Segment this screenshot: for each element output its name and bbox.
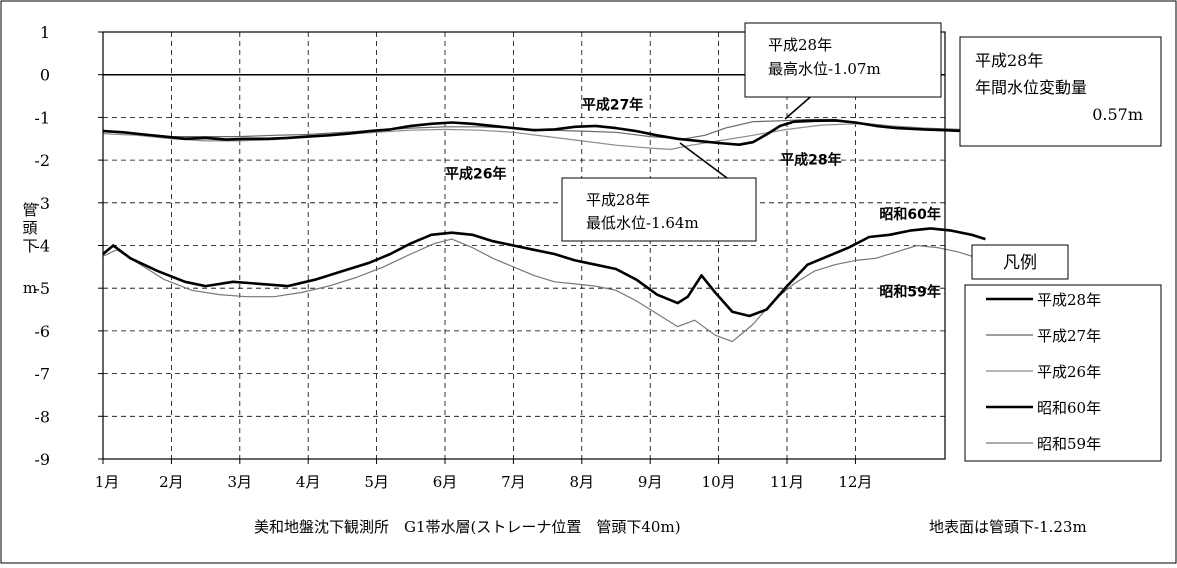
series-label-4: 昭和60年	[879, 206, 940, 223]
x-tick-label: 9月	[638, 473, 663, 491]
x-tick-label: 2月	[159, 473, 184, 491]
y-axis-label-1: 管	[22, 201, 37, 219]
y-tick-label: -4	[34, 237, 50, 256]
x-tick-label: 3月	[228, 473, 253, 491]
info-box-line2: 年間水位変動量	[975, 78, 1087, 97]
x-tick-label: 8月	[570, 473, 595, 491]
series-line-5	[102, 238, 986, 343]
y-tick-label: -6	[34, 322, 50, 341]
y-tick-label: -2	[34, 151, 50, 170]
series-label-3: 平成28年	[780, 151, 841, 168]
y-tick-label: -9	[34, 450, 50, 469]
y-tick-label: -1	[34, 108, 50, 127]
y-tick-label: -3	[34, 194, 50, 213]
info-box: 平成28年 年間水位変動量 0.57m	[959, 36, 1162, 147]
legend-label-2: 平成27年	[1037, 327, 1101, 345]
info-box-frame	[959, 36, 1162, 147]
min-callout-title: 平成28年	[586, 191, 650, 209]
max-callout-title: 平成28年	[768, 36, 832, 54]
series-layer	[102, 118, 986, 343]
min-callout-box	[561, 177, 757, 242]
legend-label-4: 昭和60年	[1037, 399, 1101, 417]
min-callout: 平成28年 最低水位-1.64m	[561, 142, 757, 242]
legend-box	[964, 284, 1162, 462]
plot-area	[103, 32, 945, 459]
x-tick-label: 7月	[501, 473, 526, 491]
max-callout: 平成28年 最高水位-1.07m	[744, 22, 942, 120]
x-tick-label: 4月	[296, 473, 321, 491]
info-box-line3: 0.57m	[1092, 105, 1143, 124]
y-tick-label: -7	[34, 365, 50, 384]
x-tick-label: 12月	[838, 473, 872, 491]
min-callout-pointer	[679, 142, 728, 179]
series-label-5: 昭和59年	[879, 284, 940, 301]
ticks: 1 0 -1 -2 -3 -4 -5 -6 -7 -8 -9 1月 2月 3月 4月 5月 6月 7月 8月 9月 10…	[34, 23, 872, 491]
x-tick-label: 5月	[364, 473, 389, 491]
y-axis-label-2: 頭	[22, 219, 37, 237]
y-tick-label: -8	[34, 407, 50, 426]
legend-title: 凡例	[1003, 253, 1037, 273]
grid	[103, 32, 945, 459]
legend-label-3: 平成26年	[1037, 363, 1101, 381]
x-tick-label: 1月	[95, 473, 120, 491]
y-axis-label-3: 下	[22, 237, 37, 255]
max-callout-box	[744, 22, 942, 98]
x-tick-label: 6月	[433, 473, 458, 491]
x-tick-label: 10月	[702, 473, 736, 491]
max-callout-text: 最高水位-1.07m	[768, 60, 881, 78]
y-axis-unit: m	[23, 279, 37, 297]
x-tick-label: 11月	[770, 473, 804, 491]
y-tick-label: 0	[40, 66, 50, 85]
legend-title-box	[971, 244, 1069, 280]
footer-note: 地表面は管頭下-1.23m	[929, 518, 1087, 536]
y-tick-label: 1	[40, 23, 50, 42]
footer-caption: 美和地盤沈下観測所 G1帯水層(ストレーナ位置 管頭下40m)	[254, 518, 681, 536]
series-label-1: 平成27年	[582, 97, 643, 114]
series-label-2: 平成26年	[445, 165, 506, 182]
legend-label-5: 昭和59年	[1037, 435, 1101, 453]
series-line-3	[102, 123, 986, 150]
legend-label-1: 平成28年	[1037, 291, 1101, 309]
y-tick-label: -5	[34, 279, 50, 298]
series-line-4	[102, 227, 986, 318]
min-callout-text: 最低水位-1.64m	[586, 214, 699, 232]
info-box-line1: 平成28年	[975, 51, 1043, 70]
series-line-1	[102, 119, 986, 146]
